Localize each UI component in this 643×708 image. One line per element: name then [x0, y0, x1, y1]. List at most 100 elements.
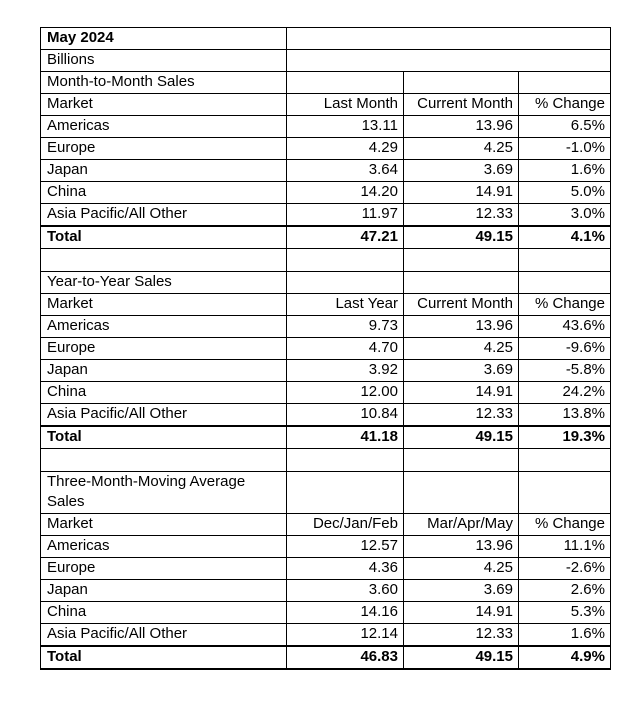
- market-cell: Japan: [40, 579, 287, 602]
- value-cell: 14.16: [286, 601, 404, 624]
- percent-change-cell: -1.0%: [518, 137, 611, 160]
- market-cell: Japan: [40, 159, 287, 182]
- value-cell: 14.91: [403, 181, 519, 204]
- spacer-cell: [403, 448, 519, 472]
- percent-change-cell: 6.5%: [518, 115, 611, 138]
- percent-change-cell: -5.8%: [518, 359, 611, 382]
- value-cell: 4.36: [286, 557, 404, 580]
- section-label-empty-cell: [286, 71, 404, 94]
- data-row: Japan 3.60 3.69 2.6%: [40, 579, 611, 602]
- section-label-empty-cell: [403, 71, 519, 94]
- column-header: Dec/Jan/Feb: [286, 513, 404, 536]
- market-cell: China: [40, 181, 287, 204]
- data-row: Japan 3.64 3.69 1.6%: [40, 159, 611, 182]
- units-label: Billions: [40, 49, 287, 72]
- total-label: Total: [40, 645, 287, 670]
- total-label: Total: [40, 425, 287, 449]
- total-percent-change: 4.9%: [518, 645, 611, 670]
- percent-change-cell: 24.2%: [518, 381, 611, 404]
- column-header: % Change: [518, 513, 611, 536]
- value-cell: 11.97: [286, 203, 404, 227]
- value-cell: 12.33: [403, 203, 519, 227]
- data-row: Asia Pacific/All Other 11.97 12.33 3.0%: [40, 203, 611, 227]
- market-cell: China: [40, 601, 287, 624]
- column-header: Current Month: [403, 93, 519, 116]
- value-cell: 13.11: [286, 115, 404, 138]
- data-row: Americas 12.57 13.96 11.1%: [40, 535, 611, 558]
- value-cell: 12.33: [403, 623, 519, 647]
- column-header: % Change: [518, 93, 611, 116]
- total-row: Total 46.83 49.15 4.9%: [40, 645, 611, 670]
- value-cell: 12.14: [286, 623, 404, 647]
- sales-report-table: May 2024 Billions Month-to-Month Sales Ma…: [40, 27, 611, 670]
- percent-change-cell: 5.0%: [518, 181, 611, 204]
- section-spacer-row: [40, 448, 611, 472]
- section-label-empty-cell: [286, 471, 404, 514]
- section-label-empty-cell: [403, 271, 519, 294]
- table-body: May 2024 Billions Month-to-Month Sales Ma…: [40, 27, 611, 670]
- column-header: Mar/Apr/May: [403, 513, 519, 536]
- total-percent-change: 19.3%: [518, 425, 611, 449]
- market-cell: Americas: [40, 535, 287, 558]
- section-label-empty-cell: [518, 471, 611, 514]
- value-cell: 3.69: [403, 359, 519, 382]
- section-label-empty-cell: [518, 71, 611, 94]
- column-header-row: Market Last Month Current Month% Change: [40, 93, 611, 116]
- data-row: Americas 13.11 13.96 6.5%: [40, 115, 611, 138]
- value-cell: 13.96: [403, 115, 519, 138]
- value-cell: 3.92: [286, 359, 404, 382]
- percent-change-cell: 5.3%: [518, 601, 611, 624]
- section-label-row: Month-to-Month Sales: [40, 71, 611, 94]
- spacer-cell: [286, 448, 404, 472]
- value-cell: 14.91: [403, 381, 519, 404]
- value-cell: 3.69: [403, 159, 519, 182]
- data-row: Europe 4.36 4.25 -2.6%: [40, 557, 611, 580]
- percent-change-cell: -9.6%: [518, 337, 611, 360]
- total-value: 46.83: [286, 645, 404, 670]
- value-cell: 3.60: [286, 579, 404, 602]
- market-cell: Asia Pacific/All Other: [40, 623, 287, 647]
- total-percent-change: 4.1%: [518, 225, 611, 249]
- value-cell: 4.25: [403, 557, 519, 580]
- total-value: 41.18: [286, 425, 404, 449]
- percent-change-cell: 3.0%: [518, 203, 611, 227]
- value-cell: 4.70: [286, 337, 404, 360]
- value-cell: 9.73: [286, 315, 404, 338]
- total-value: 47.21: [286, 225, 404, 249]
- value-cell: 12.33: [403, 403, 519, 427]
- percent-change-cell: -2.6%: [518, 557, 611, 580]
- spacer-cell: [518, 248, 611, 272]
- column-header: Last Year: [286, 293, 404, 316]
- data-row: Europe 4.29 4.25 -1.0%: [40, 137, 611, 160]
- section-label: Month-to-Month Sales: [40, 71, 287, 94]
- report-title: May 2024: [40, 27, 287, 50]
- value-cell: 13.96: [403, 535, 519, 558]
- units-row: Billions: [40, 49, 611, 72]
- data-row: Asia Pacific/All Other 10.84 12.33 13.8%: [40, 403, 611, 427]
- percent-change-cell: 1.6%: [518, 159, 611, 182]
- value-cell: 13.96: [403, 315, 519, 338]
- spacer-cell: [518, 448, 611, 472]
- spacer-cell: [40, 248, 287, 272]
- market-cell: Americas: [40, 115, 287, 138]
- column-header: % Change: [518, 293, 611, 316]
- market-cell: Europe: [40, 337, 287, 360]
- title-row: May 2024: [40, 27, 611, 50]
- market-cell: Asia Pacific/All Other: [40, 403, 287, 427]
- percent-change-cell: 13.8%: [518, 403, 611, 427]
- data-row: Asia Pacific/All Other 12.14 12.33 1.6%: [40, 623, 611, 647]
- section-label: Year-to-Year Sales: [40, 271, 287, 294]
- section-label-empty-cell: [403, 471, 519, 514]
- market-cell: Europe: [40, 137, 287, 160]
- market-cell: Americas: [40, 315, 287, 338]
- title-row-empty-cell: [286, 27, 611, 50]
- market-cell: Asia Pacific/All Other: [40, 203, 287, 227]
- section-label-row: Year-to-Year Sales: [40, 271, 611, 294]
- percent-change-cell: 43.6%: [518, 315, 611, 338]
- percent-change-cell: 1.6%: [518, 623, 611, 647]
- value-cell: 14.20: [286, 181, 404, 204]
- value-cell: 10.84: [286, 403, 404, 427]
- value-cell: 12.00: [286, 381, 404, 404]
- total-label: Total: [40, 225, 287, 249]
